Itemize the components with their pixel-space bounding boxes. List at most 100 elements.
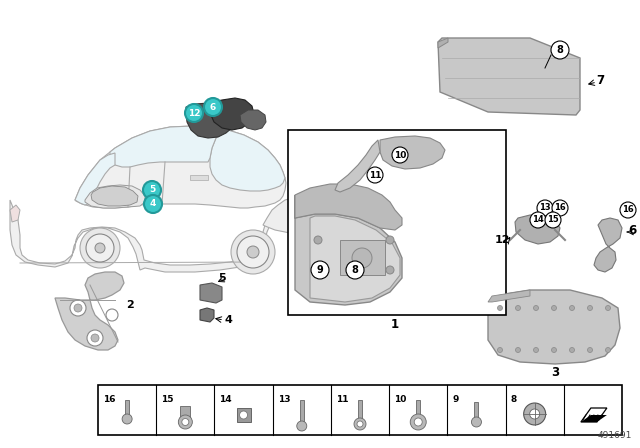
- Text: 13: 13: [278, 395, 290, 404]
- Polygon shape: [85, 185, 145, 208]
- Polygon shape: [295, 195, 402, 305]
- Polygon shape: [594, 218, 622, 272]
- Circle shape: [239, 411, 248, 419]
- Text: 15: 15: [161, 395, 173, 404]
- Text: 5: 5: [149, 185, 155, 194]
- Text: 11: 11: [336, 395, 348, 404]
- Circle shape: [551, 41, 569, 59]
- Text: 13: 13: [539, 203, 551, 212]
- Polygon shape: [208, 98, 254, 130]
- Circle shape: [386, 266, 394, 274]
- Circle shape: [392, 147, 408, 163]
- Text: 11: 11: [369, 171, 381, 180]
- Circle shape: [144, 195, 162, 213]
- Polygon shape: [438, 38, 448, 48]
- Circle shape: [346, 261, 364, 279]
- Circle shape: [204, 98, 222, 116]
- Polygon shape: [186, 103, 236, 138]
- Text: 9: 9: [317, 265, 323, 275]
- Circle shape: [95, 243, 105, 253]
- Circle shape: [570, 348, 575, 353]
- Circle shape: [545, 212, 561, 228]
- Circle shape: [237, 236, 269, 268]
- Circle shape: [534, 306, 538, 310]
- Circle shape: [552, 348, 557, 353]
- Polygon shape: [237, 408, 250, 422]
- Text: 8: 8: [351, 265, 358, 275]
- Text: 4: 4: [150, 199, 156, 208]
- Polygon shape: [438, 38, 580, 115]
- Circle shape: [497, 348, 502, 353]
- Circle shape: [605, 348, 611, 353]
- Circle shape: [311, 261, 329, 279]
- Polygon shape: [488, 290, 530, 302]
- Text: 8: 8: [557, 45, 563, 55]
- Bar: [190, 175, 208, 180]
- Circle shape: [515, 306, 520, 310]
- Bar: [340, 240, 385, 275]
- Polygon shape: [380, 136, 445, 169]
- Circle shape: [530, 212, 546, 228]
- Circle shape: [91, 334, 99, 342]
- Circle shape: [352, 248, 372, 268]
- Text: 8: 8: [511, 395, 517, 404]
- Polygon shape: [55, 272, 124, 350]
- Circle shape: [185, 104, 203, 122]
- Circle shape: [620, 202, 636, 218]
- Circle shape: [552, 200, 568, 216]
- Polygon shape: [75, 153, 115, 205]
- Text: 14: 14: [220, 395, 232, 404]
- Circle shape: [472, 417, 481, 427]
- Polygon shape: [335, 140, 380, 192]
- Text: 3: 3: [551, 366, 559, 379]
- Circle shape: [524, 403, 546, 425]
- Text: 16: 16: [622, 206, 634, 215]
- Circle shape: [314, 236, 322, 244]
- Circle shape: [70, 300, 86, 316]
- Text: 9: 9: [452, 395, 459, 404]
- Bar: [180, 406, 190, 422]
- Circle shape: [106, 309, 118, 321]
- Circle shape: [534, 348, 538, 353]
- Circle shape: [588, 306, 593, 310]
- Circle shape: [179, 415, 193, 429]
- Circle shape: [605, 306, 611, 310]
- Polygon shape: [515, 215, 560, 244]
- Text: 6: 6: [210, 103, 216, 112]
- Polygon shape: [75, 126, 286, 208]
- Circle shape: [357, 421, 363, 427]
- Text: 4: 4: [224, 315, 232, 325]
- Circle shape: [247, 246, 259, 258]
- Circle shape: [354, 418, 366, 430]
- Circle shape: [497, 306, 502, 310]
- Circle shape: [231, 230, 275, 274]
- Circle shape: [414, 418, 422, 426]
- Bar: [125, 400, 129, 416]
- Circle shape: [570, 306, 575, 310]
- Polygon shape: [91, 186, 138, 206]
- Text: 1: 1: [391, 319, 399, 332]
- Circle shape: [515, 348, 520, 353]
- Circle shape: [297, 421, 307, 431]
- Bar: [416, 400, 420, 420]
- Text: 10: 10: [394, 395, 406, 404]
- Circle shape: [530, 409, 540, 419]
- Bar: [98, 385, 622, 435]
- Text: 7: 7: [596, 73, 604, 86]
- Polygon shape: [200, 283, 222, 303]
- Circle shape: [143, 181, 161, 199]
- Polygon shape: [210, 130, 285, 191]
- Circle shape: [182, 418, 189, 426]
- Polygon shape: [110, 126, 228, 167]
- Text: 5: 5: [218, 273, 226, 283]
- Text: 6: 6: [628, 224, 636, 237]
- Circle shape: [74, 304, 82, 312]
- Text: 12: 12: [188, 108, 200, 117]
- Polygon shape: [306, 195, 332, 210]
- Polygon shape: [295, 184, 402, 230]
- Circle shape: [87, 330, 103, 346]
- Text: 491691: 491691: [598, 431, 632, 440]
- Bar: [358, 400, 362, 422]
- Bar: [300, 400, 304, 424]
- Polygon shape: [10, 205, 20, 222]
